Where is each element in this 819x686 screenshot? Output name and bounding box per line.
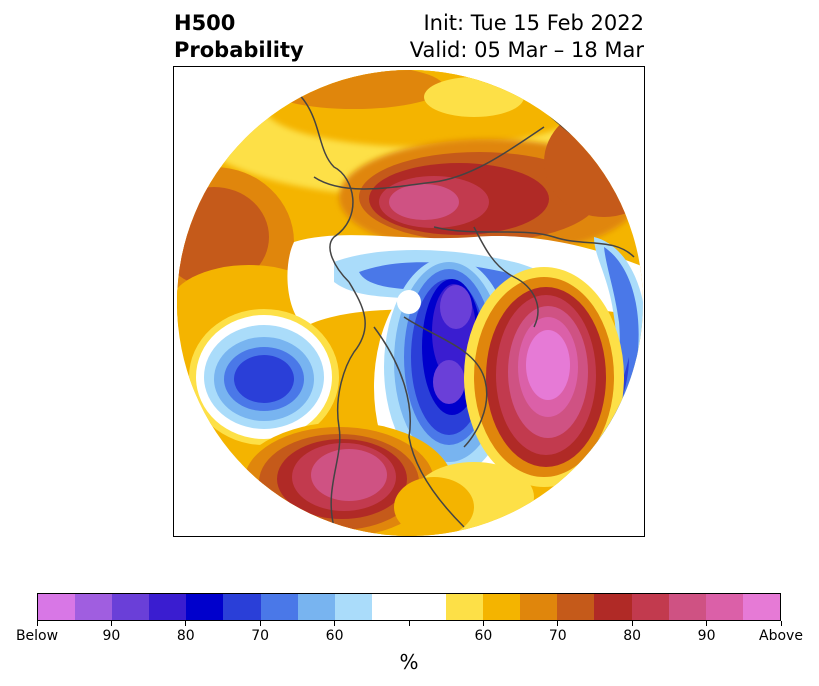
map-title-left: H500 Probability	[174, 10, 304, 64]
colorbar-tick	[36, 621, 38, 626]
colorbar-swatch	[557, 594, 595, 620]
colorbar-swatch	[446, 594, 484, 620]
map-panel	[173, 66, 645, 537]
colorbar-tick-label: 80	[623, 628, 642, 644]
colorbar-swatch	[705, 594, 743, 620]
colorbar-tick-label: 70	[548, 628, 567, 644]
colorbar-swatch	[408, 594, 447, 620]
colorbar-swatch	[520, 594, 558, 620]
colorbar-tick-label: Above	[759, 628, 803, 644]
colorbar-tick	[110, 621, 112, 626]
colorbar-swatch	[223, 594, 261, 620]
colorbar-swatch	[668, 594, 706, 620]
colorbar-swatch	[742, 594, 780, 620]
colorbar-swatch	[594, 594, 632, 620]
colorbar-tick	[185, 621, 187, 626]
colorbar-swatch	[112, 594, 150, 620]
pole-marker	[397, 290, 421, 314]
colorbar-unit-label: %	[399, 650, 419, 674]
colorbar-tick	[706, 621, 708, 626]
colorbar-tick	[482, 621, 484, 626]
colorbar-swatch	[149, 594, 187, 620]
colorbar-tick	[631, 621, 633, 626]
init-date: Init: Tue 15 Feb 2022	[423, 11, 644, 35]
colorbar-swatch	[260, 594, 298, 620]
colorbar-tick	[334, 621, 336, 626]
colorbar-swatch	[186, 594, 224, 620]
colorbar-tick-label: Below	[15, 628, 59, 644]
title-variable: H500	[174, 11, 236, 35]
colorbar-swatch	[75, 594, 113, 620]
colorbar-tick-label: 80	[176, 628, 195, 644]
colorbar	[37, 593, 781, 621]
colorbar-tick	[557, 621, 559, 626]
map-title-right: Init: Tue 15 Feb 2022 Valid: 05 Mar – 18…	[410, 10, 644, 64]
colorbar-tick-label: 60	[325, 628, 344, 644]
colorbar-tick-label: 70	[251, 628, 270, 644]
colorbar-swatch	[38, 594, 76, 620]
valid-range: Valid: 05 Mar – 18 Mar	[409, 38, 644, 62]
probability-map	[177, 70, 643, 536]
colorbar-swatch	[483, 594, 521, 620]
title-field: Probability	[174, 38, 304, 62]
colorbar-swatch	[371, 594, 409, 620]
colorbar-tick-label: 90	[697, 628, 716, 644]
colorbar-tick-label: 90	[102, 628, 121, 644]
colorbar-tick-label: 60	[474, 628, 493, 644]
coastlines	[283, 81, 643, 528]
colorbar-swatch	[334, 594, 372, 620]
colorbar-tick	[780, 621, 782, 626]
colorbar-swatch	[631, 594, 669, 620]
colorbar-tick	[259, 621, 261, 626]
colorbar-swatch	[297, 594, 335, 620]
colorbar-tick	[408, 621, 410, 626]
